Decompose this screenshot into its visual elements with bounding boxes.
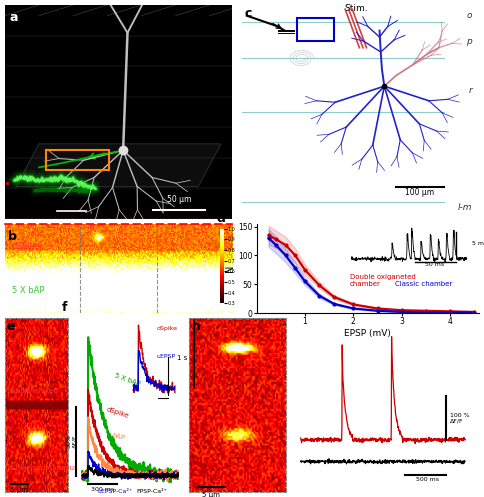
Text: Stim.: Stim. — [344, 4, 368, 13]
Text: 50%
ΔF/F: 50% ΔF/F — [66, 434, 77, 448]
Text: a: a — [9, 11, 18, 24]
Text: 100 %
ΔF/F: 100 % ΔF/F — [450, 413, 470, 423]
Text: c: c — [244, 7, 252, 20]
Text: dSpike-spontaneous: dSpike-spontaneous — [7, 465, 78, 471]
Text: p: p — [466, 37, 472, 46]
Text: bAP: bAP — [111, 432, 126, 441]
Text: e: e — [7, 320, 15, 333]
Bar — [46, 150, 109, 169]
Text: 5 X bAP: 5 X bAP — [12, 286, 44, 295]
Text: Double oxiganeted
chamber: Double oxiganeted chamber — [350, 274, 416, 287]
Text: o: o — [467, 11, 472, 20]
Text: 5 X bAP: 5 X bAP — [113, 373, 140, 388]
Text: dSpike: dSpike — [12, 243, 40, 251]
Text: 5 μm: 5 μm — [10, 487, 28, 493]
Text: f: f — [62, 301, 67, 314]
Text: 500 ms: 500 ms — [415, 477, 439, 482]
Text: Classic chamber: Classic chamber — [394, 281, 452, 287]
Text: 1 s: 1 s — [177, 355, 187, 361]
Polygon shape — [16, 144, 221, 186]
Text: 100 μm: 100 μm — [405, 188, 435, 197]
Text: l-m: l-m — [457, 203, 472, 213]
Text: uEPSP-Ca²⁺: uEPSP-Ca²⁺ — [98, 490, 133, 495]
Text: b: b — [8, 230, 17, 243]
Y-axis label: N: N — [225, 265, 235, 272]
Text: 50 μm: 50 μm — [166, 195, 191, 204]
Bar — [297, 18, 334, 41]
Text: FPSP-Ca²⁺: FPSP-Ca²⁺ — [136, 490, 167, 495]
Text: 300 ms: 300 ms — [91, 487, 114, 492]
Text: 5 μm: 5 μm — [202, 492, 219, 497]
Text: h: h — [192, 320, 200, 333]
Text: dSpike-evoked: dSpike-evoked — [7, 388, 58, 394]
Text: d: d — [216, 212, 226, 225]
Text: r: r — [469, 86, 472, 95]
X-axis label: EPSP (mV): EPSP (mV) — [345, 329, 391, 338]
Text: dSpike: dSpike — [106, 406, 130, 419]
